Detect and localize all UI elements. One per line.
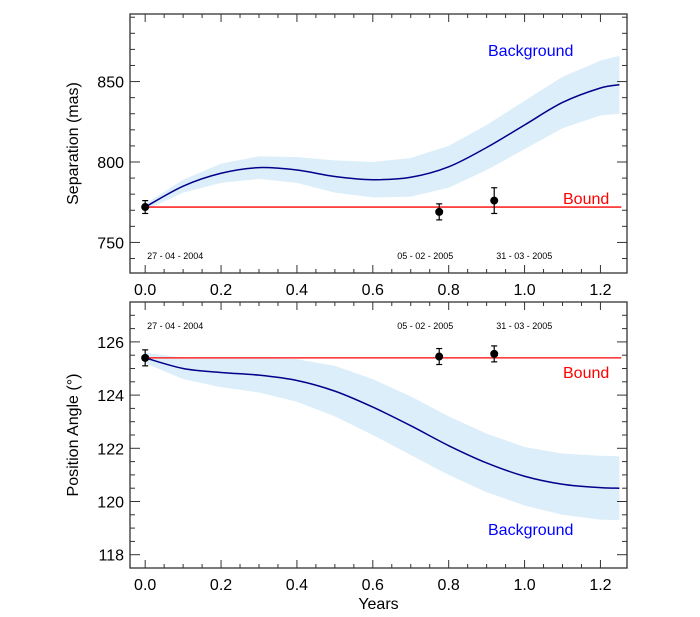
background-label: Background [488, 43, 573, 60]
data-point [490, 196, 499, 205]
x-tick-label: 1.2 [589, 282, 611, 299]
date-label: 31 - 03 - 2005 [496, 251, 552, 261]
date-label: 27 - 04 - 2004 [147, 321, 203, 331]
x-tick-label: 0.8 [438, 577, 460, 594]
x-tick-label: 0.0 [134, 282, 156, 299]
x-tick-label: 0.4 [286, 577, 308, 594]
data-point [141, 353, 150, 362]
y-tick-label: 118 [98, 548, 124, 565]
bound-label: Bound [563, 191, 609, 208]
data-point [490, 349, 499, 358]
y-tick-label: 800 [97, 155, 124, 172]
date-label: 05 - 02 - 2005 [397, 321, 453, 331]
data-point [141, 203, 150, 212]
background-label: Background [488, 522, 573, 539]
position-angle-panel: 27 - 04 - 2004 05 - 02 - 2005 31 - 03 - 20… [65, 301, 628, 613]
x-tick-label: 1.0 [513, 282, 535, 299]
plot-frame [129, 13, 628, 274]
x-tick-label: 1.2 [589, 577, 611, 594]
x-tick-label: 0.4 [286, 282, 308, 299]
bound-label: Bound [563, 365, 609, 382]
date-label: 05 - 02 - 2005 [397, 251, 453, 261]
y-tick-label: 750 [97, 235, 124, 252]
background-track-line [144, 84, 620, 208]
x-axis-label: Years [358, 596, 398, 613]
data-point [435, 207, 444, 216]
uncertainty-band [145, 352, 620, 521]
y-tick-label: 124 [97, 388, 124, 405]
date-label: 31 - 03 - 2005 [496, 321, 552, 331]
x-tick-label: 0.2 [210, 577, 232, 594]
y-tick-label: 120 [97, 495, 124, 512]
background-track-line [144, 357, 620, 489]
x-tick-label: 1.0 [513, 577, 535, 594]
y-tick-label: 126 [97, 335, 124, 352]
date-label: 27 - 04 - 2004 [147, 251, 203, 261]
x-tick-label: 0.6 [362, 282, 384, 299]
y-tick-label: 850 [97, 75, 124, 92]
x-tick-label: 0.8 [438, 282, 460, 299]
y-axis-label: Position Angle (°) [65, 374, 82, 497]
data-point [435, 352, 444, 361]
x-tick-label: 0.2 [210, 282, 232, 299]
uncertainty-band [145, 55, 620, 211]
separation-panel: 27 - 04 - 2004 05 - 02 - 2005 31 - 03 - 20… [65, 13, 628, 299]
x-tick-label: 0.6 [362, 577, 384, 594]
y-tick-label: 122 [97, 441, 124, 458]
x-tick-label: 0.0 [134, 577, 156, 594]
y-axis-label: Separation (mas) [65, 82, 82, 205]
